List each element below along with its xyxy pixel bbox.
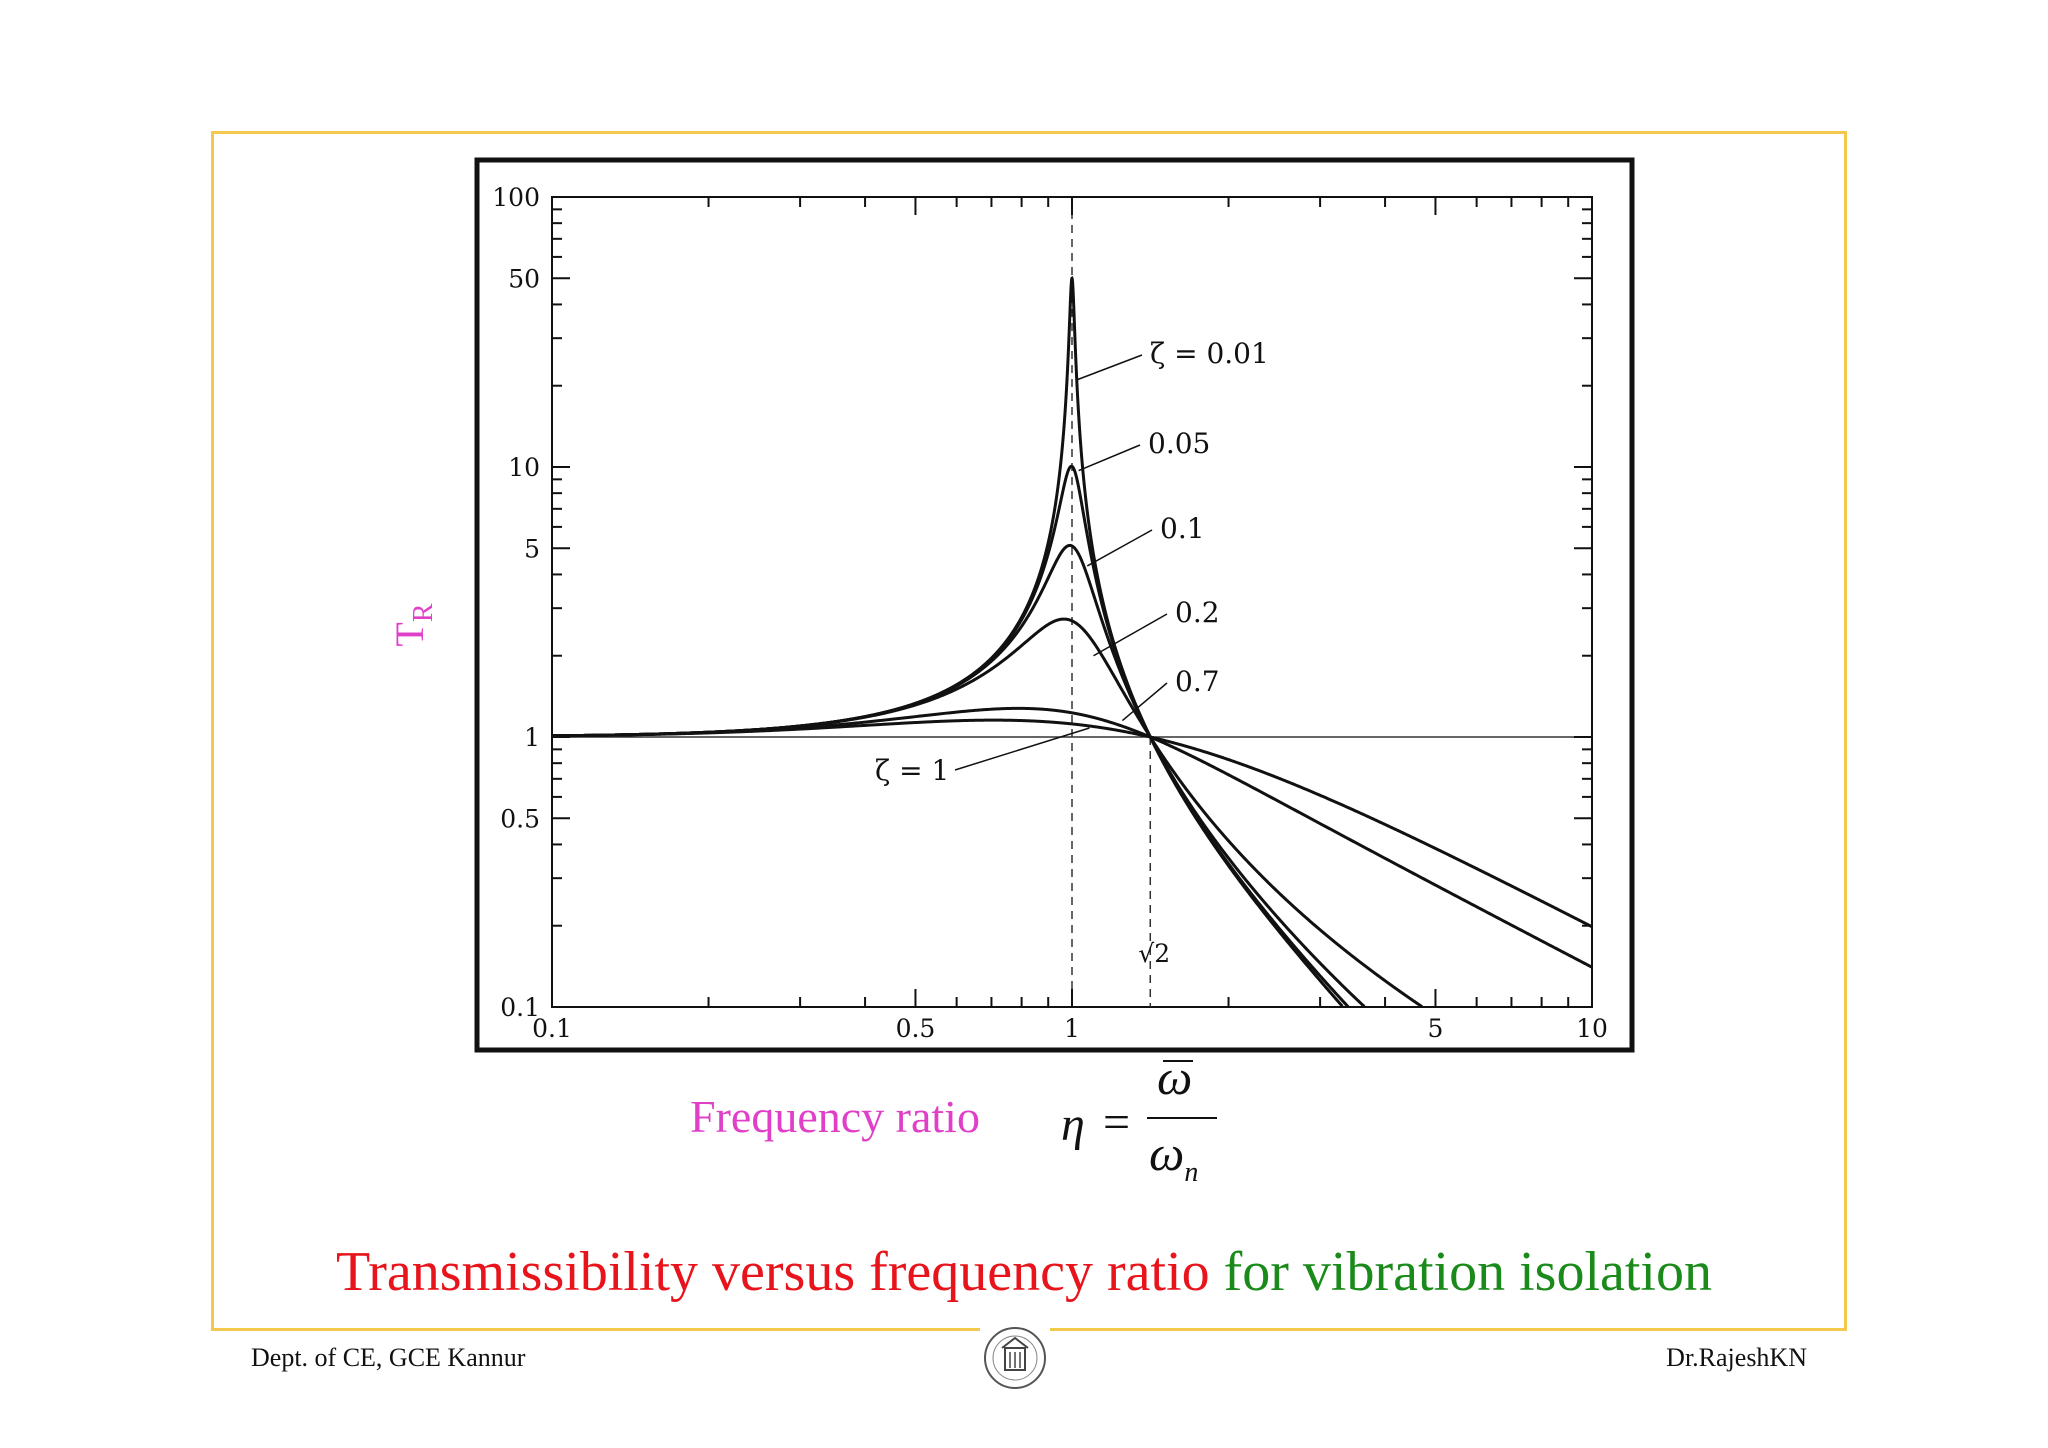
frequency-ratio-formula: η = ω ωn <box>1055 1049 1225 1192</box>
y-tick-label: 0.1 <box>500 993 540 1022</box>
curves <box>551 275 1593 1009</box>
reference-lines <box>552 197 1592 1007</box>
curve-labels: ζ = 0.01 0.05 0.1 0.2 0.7 ζ = 1 √2 <box>875 337 1269 968</box>
y-axis-title: TR <box>380 565 440 685</box>
footer-author: Dr.RajeshKN <box>1666 1343 1807 1372</box>
curve-leader-line <box>1093 613 1168 657</box>
caption-red-part: Transmissibility versus frequency ratio <box>336 1241 1210 1303</box>
y-tick-label: 100 <box>492 183 540 212</box>
x-tick-label: 0.5 <box>896 1014 936 1043</box>
curve-leader-line <box>954 727 1090 771</box>
curve-label: ζ = 0.01 <box>1150 337 1269 370</box>
curve-label: 0.2 <box>1175 596 1220 629</box>
y-axis-title-main: T <box>387 622 432 647</box>
slide-caption: Transmissibility versus frequency ratio … <box>0 1240 2048 1304</box>
y-tick-label: 5 <box>524 534 540 563</box>
footer-department: Dept. of CE, GCE Kannur <box>251 1343 526 1372</box>
college-logo-icon <box>984 1327 1046 1389</box>
college-logo <box>980 1318 1050 1398</box>
curve-0-01 <box>551 275 1344 1008</box>
curve-label: 0.7 <box>1175 665 1220 698</box>
curve-leader-line <box>1078 444 1141 472</box>
caption-green-part: for vibration isolation <box>1223 1241 1712 1303</box>
y-tick-label: 0.5 <box>500 804 540 833</box>
formula-denominator-sub: n <box>1184 1157 1199 1188</box>
formula-denominator-main: ω <box>1149 1125 1185 1181</box>
formula-overbar <box>1163 1060 1193 1062</box>
curve-0-1 <box>551 543 1366 1008</box>
tick-labels: 0.1 0.5 1 5 10 100 50 10 5 1 0.5 0.1 <box>492 183 1608 1043</box>
formula-denominator: ωn <box>1149 1124 1198 1189</box>
curve-leader-line <box>1121 682 1168 722</box>
x-tick-label: 0.1 <box>532 1014 572 1043</box>
x-tick-label: 5 <box>1428 1014 1444 1043</box>
curve-leader-line <box>1086 529 1153 567</box>
root2-annotation: √2 <box>1138 939 1170 968</box>
curve-label: 0.05 <box>1148 427 1210 460</box>
x-tick-label: 1 <box>1064 1014 1080 1043</box>
formula-equals: = <box>1103 1096 1131 1149</box>
y-axis-title-sub: R <box>408 603 439 623</box>
formula-eta: η <box>1061 1098 1085 1151</box>
y-tick-label: 50 <box>508 264 540 293</box>
y-tick-label: 10 <box>508 453 540 482</box>
curve-label: ζ = 1 <box>875 754 949 787</box>
curve-1 <box>551 718 1593 929</box>
axis-ticks <box>551 197 1592 1008</box>
x-axis-title: Frequency ratio <box>690 1091 980 1142</box>
chart-outer-border <box>474 157 1635 1053</box>
x-tick-label: 10 <box>1576 1014 1608 1043</box>
formula-fraction-line <box>1147 1117 1217 1119</box>
y-tick-label: 1 <box>524 723 540 752</box>
formula-numerator: ω <box>1157 1049 1193 1105</box>
curve-label: 0.1 <box>1160 512 1205 545</box>
curve-leader-line <box>1076 354 1143 381</box>
